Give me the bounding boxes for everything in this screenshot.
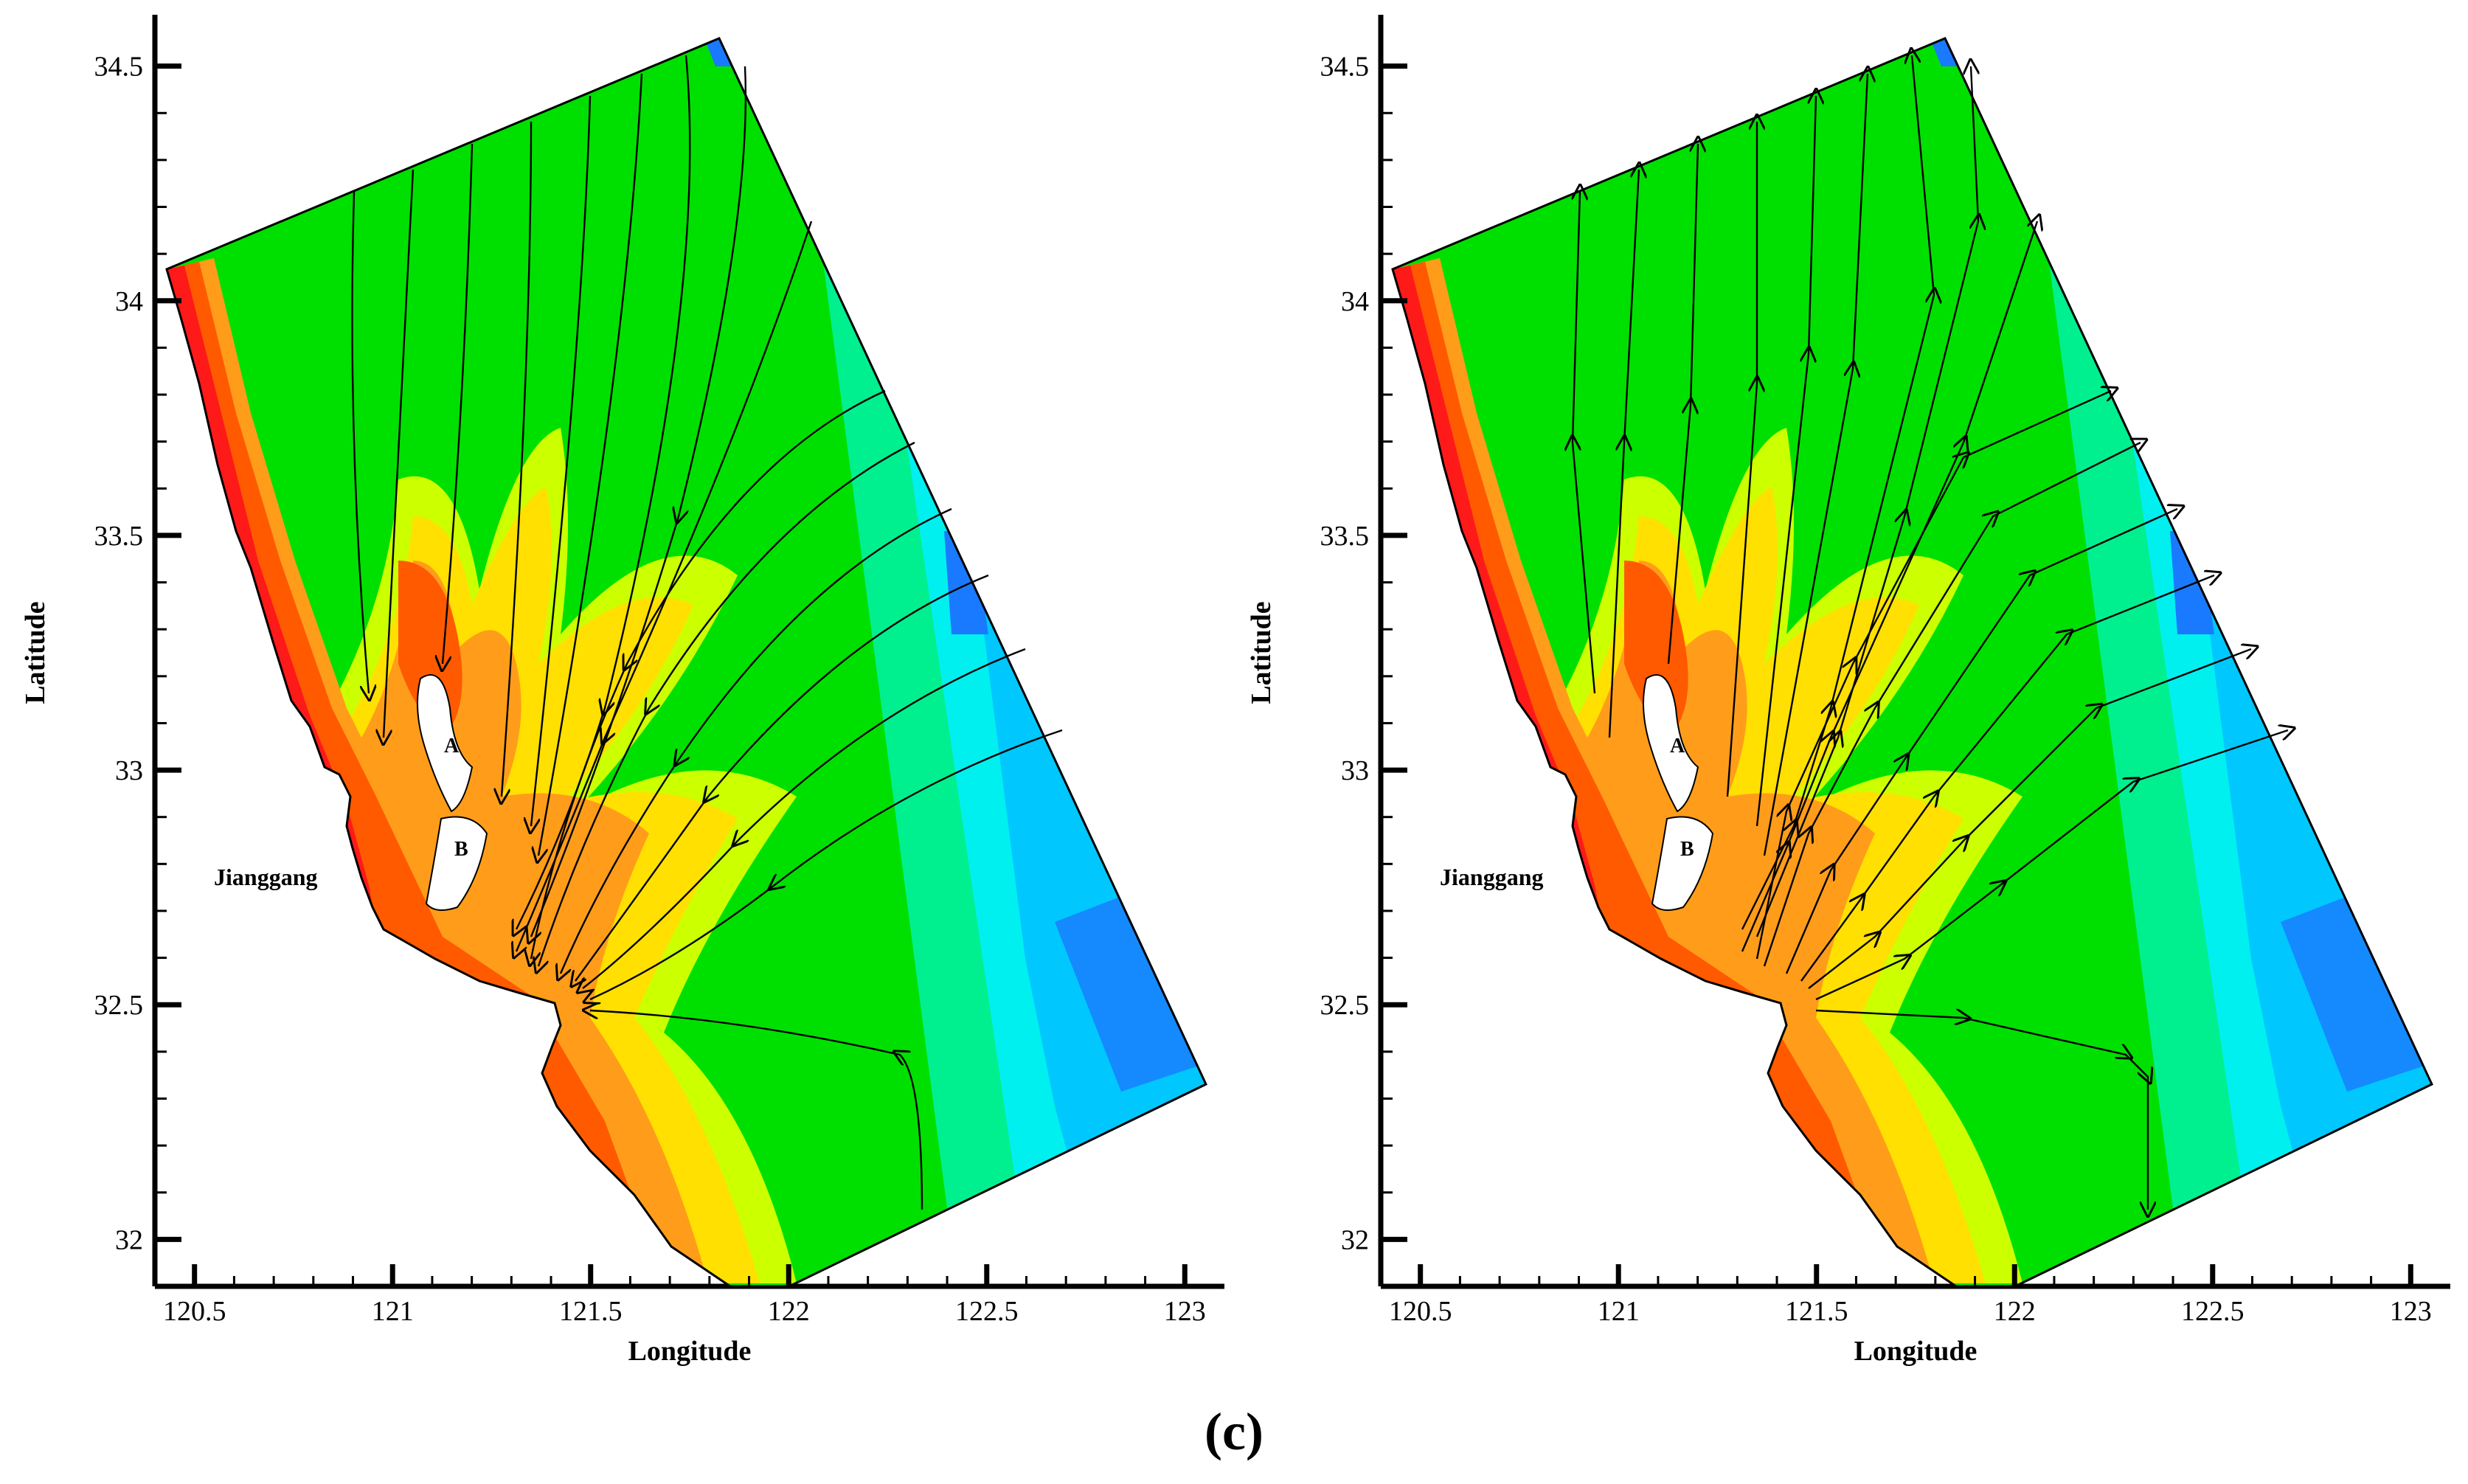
x-tick-label: 122 [768,1296,810,1327]
streamline-15 [590,729,1063,999]
y-tick-label: 32.5 [94,990,144,1021]
contour-blue-low [2281,885,2432,1092]
y-axis-title: Latitude [20,601,51,704]
contour-blue-mid [944,531,988,634]
y-tick-label: 34 [1341,286,1369,317]
contour-blue-mid [2170,531,2214,634]
streamlines [351,55,1063,1210]
x-tick-label: 123 [1164,1296,1206,1327]
left-panel: A B Jianggang 120.5 121 121.5 122 122.5 123 32 32.… [20,15,1224,1367]
x-axis-title: Longitude [628,1336,752,1367]
y-tick-label: 34.5 [94,52,144,83]
contour-blue-low [1055,885,1206,1092]
y-tick-label: 32.5 [1320,990,1370,1021]
streamline-1 [351,191,370,693]
streamline-15 [1815,730,2288,1001]
streamline-1 [1573,192,1596,694]
streamline-4 [1726,122,1757,797]
streamline-2 [384,169,415,738]
island-b [1651,816,1714,911]
x-tick-label: 122.5 [955,1296,1019,1327]
place-label-jianggang: Jianggang [1440,864,1543,890]
streamline-16 [1815,1010,2148,1210]
y-tick-label: 33.5 [94,521,144,552]
island-label-b: B [1680,838,1694,861]
y-axis-title: Latitude [1246,601,1277,704]
right-panel: A B Jianggang 120.5 121 121.5 122 122.5 123 32 32.… [1246,15,2450,1367]
y-tick-label: 33 [1341,755,1369,786]
x-tick-label: 121 [1598,1296,1640,1327]
figure-caption: (c) [1204,1402,1264,1461]
streamline-4 [502,121,533,797]
depth-contours [1393,38,2432,1286]
y-tick-label: 33.5 [1320,521,1370,552]
island-b [425,816,488,911]
y-tick-label: 32 [1341,1224,1369,1255]
island-label-b: B [454,838,468,861]
x-tick-label: 120.5 [1389,1296,1452,1327]
island-a [1643,674,1699,813]
y-tick-label: 34 [115,286,143,317]
streamline-16 [590,1010,923,1210]
streamline-3 [1667,144,1698,665]
depth-contours [167,38,1206,1286]
x-tick-label: 121 [372,1296,414,1327]
x-tick-label: 121.5 [1785,1296,1848,1327]
streamline-3 [443,143,474,664]
x-axis-title: Longitude [1854,1336,1977,1367]
x-tick-label: 122.5 [2181,1296,2245,1327]
x-tick-label: 123 [2390,1296,2432,1327]
island-a [417,674,474,813]
domain-outline [1391,37,2433,1288]
y-tick-label: 32 [115,1224,143,1255]
x-tick-label: 120.5 [163,1296,226,1327]
x-tick-label: 121.5 [559,1296,623,1327]
island-label-a: A [444,735,460,757]
island-label-a: A [1670,735,1685,757]
streamline-2 [1608,170,1639,738]
y-tick-label: 34.5 [1320,52,1370,83]
streamlines [1573,55,2288,1210]
domain-outline [165,37,1207,1288]
y-tick-label: 33 [115,755,143,786]
place-label-jianggang: Jianggang [214,864,317,890]
x-tick-label: 122 [1994,1296,2036,1327]
